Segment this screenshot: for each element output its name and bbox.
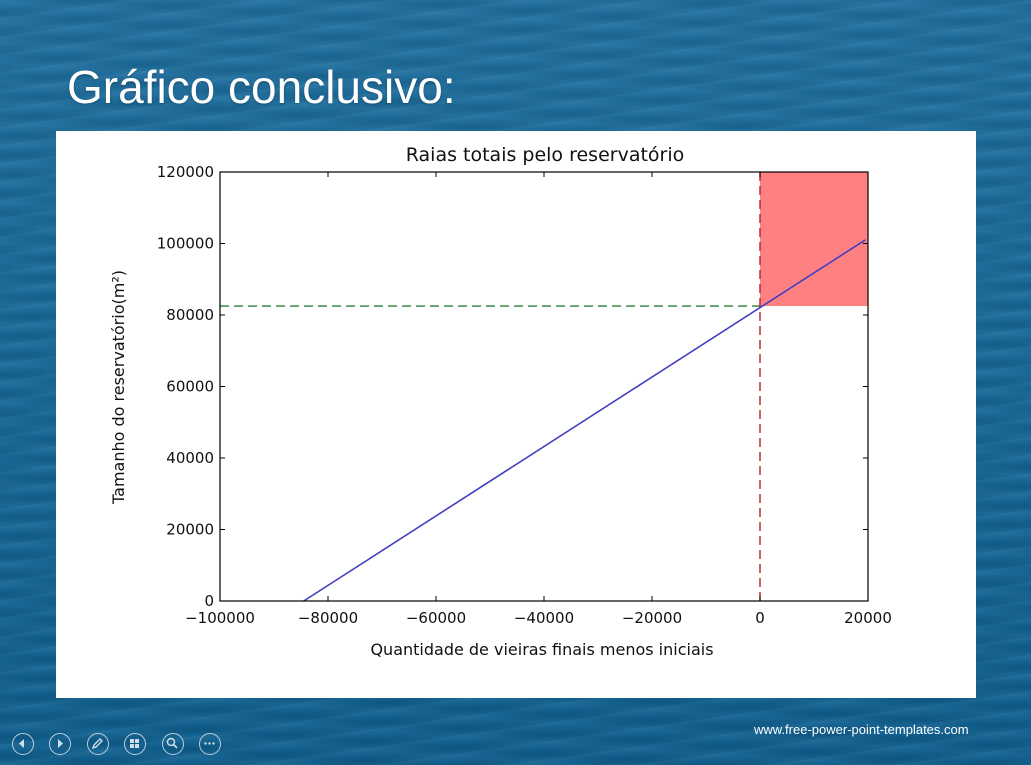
x-tick-label: −40000: [514, 609, 574, 627]
slides-icon[interactable]: [124, 733, 146, 755]
line-chart: Raias totais pelo reservatório Quantidad…: [109, 144, 892, 659]
y-tick-label: 60000: [166, 378, 214, 396]
y-tick-label: 0: [204, 592, 214, 610]
x-tick-label: 0: [755, 609, 765, 627]
x-tick-label: −100000: [185, 609, 255, 627]
x-axis-label: Quantidade de vieiras finais menos inici…: [370, 640, 713, 659]
y-axis-label: Tamanho do reservatório(m²): [109, 270, 128, 505]
y-tick-label: 120000: [157, 163, 214, 181]
pen-icon[interactable]: [87, 733, 109, 755]
highlight-region: [760, 172, 868, 307]
chart-container: Raias totais pelo reservatório Quantidad…: [56, 131, 976, 698]
y-tick-label: 40000: [166, 449, 214, 467]
y-tick-label: 100000: [157, 235, 214, 253]
y-tick-label: 20000: [166, 521, 214, 539]
x-tick-label: 20000: [844, 609, 892, 627]
x-tick-label: −60000: [406, 609, 466, 627]
zoom-icon[interactable]: [162, 733, 184, 755]
previous-icon[interactable]: [12, 733, 34, 755]
y-tick-label: 80000: [166, 306, 214, 324]
footer-url: www.free-power-point-templates.com: [754, 722, 969, 737]
more-icon[interactable]: [199, 733, 221, 755]
x-tick-label: −20000: [622, 609, 682, 627]
slide-title: Gráfico conclusivo:: [67, 61, 456, 113]
series-line-0: [303, 239, 866, 602]
chart-title: Raias totais pelo reservatório: [406, 144, 685, 166]
next-icon[interactable]: [49, 733, 71, 755]
x-tick-label: −80000: [298, 609, 358, 627]
plot-area: −100000 −80000 −60000 −40000 −20000 0 20000 0 20…: [157, 163, 892, 627]
